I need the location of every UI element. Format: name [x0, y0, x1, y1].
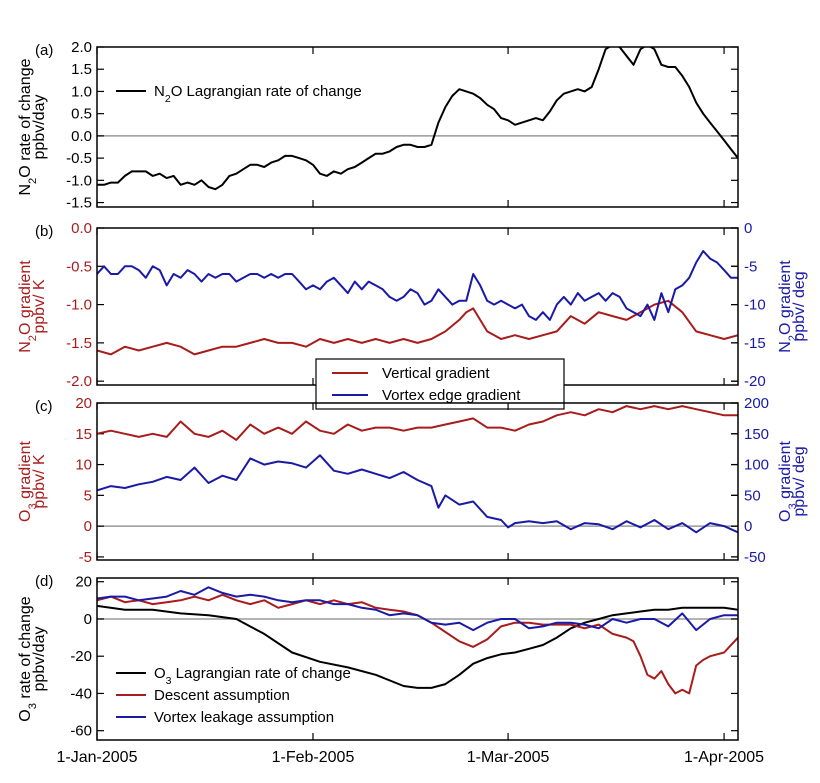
y-right-axis-title: N2O gradient: [777, 260, 799, 353]
series-line-descent-assumption: [97, 593, 738, 695]
y-tick-label: 20: [75, 395, 92, 412]
legend-label: Vortex edge gradient: [382, 387, 521, 404]
y-tick-label: 0.0: [71, 220, 92, 237]
legend-box: [315, 358, 565, 410]
y-tick-label: 1.0: [71, 83, 92, 100]
y-right-tick-label: -20: [744, 373, 766, 390]
y-tick-label: -0.5: [66, 258, 92, 275]
y-right-tick-label: 150: [744, 426, 769, 443]
legend-label: Descent assumption: [154, 687, 290, 704]
series-line-o3-lagrangian-rate-of-change: [97, 604, 738, 689]
y-tick-label: 20: [75, 574, 92, 591]
y-tick-label: -5: [79, 549, 92, 566]
legend-label: Vortex leakage assumption: [154, 709, 334, 726]
y-tick-label: -1.0: [66, 297, 92, 314]
y-right-tick-label: 50: [744, 487, 761, 504]
y-tick-label: -60: [70, 723, 92, 740]
y-axis-title: N2O rate of change: [17, 58, 39, 195]
y-right-tick-label: -5: [744, 258, 757, 275]
legend-label: N2O Lagrangian rate of change: [154, 83, 362, 105]
y-tick-label: 1.5: [71, 61, 92, 78]
panel-label: (b): [35, 223, 53, 240]
series-line-n2o-lagrangian-rate-of-change: [97, 47, 738, 191]
y-axis-title-units: ppbv/ K: [31, 279, 48, 334]
y-axis-title: O3 rate of change: [17, 596, 39, 722]
y-tick-label: 0.0: [71, 128, 92, 145]
y-right-tick-label: -10: [744, 297, 766, 314]
legend-label: O3 Lagrangian rate of change: [154, 665, 351, 687]
y-axis-title-units: ppbv/day: [31, 95, 48, 160]
panel-a: 2.0 1.5 1.0 0.5 0.0 -0.5 -1.0 -1.5 (a)N2O rate o…: [17, 39, 739, 212]
y-tick-label: 5: [84, 487, 92, 504]
y-tick-label: 0.5: [71, 106, 92, 123]
series-line-vortex-edge-gradient: [97, 454, 738, 534]
x-tick-label: 1-Mar-2005: [467, 749, 550, 766]
y-tick-label: -2.0: [66, 373, 92, 390]
legend-label: Vertical gradient: [382, 365, 490, 382]
y-axis-title: N2O gradient: [17, 260, 39, 353]
series-line-vertical-gradient: [97, 405, 738, 441]
series-line-vortex-leakage-assumption: [97, 586, 738, 632]
y-right-tick-label: 0: [744, 518, 752, 535]
panel-label: (a): [35, 42, 53, 59]
y-tick-label: -20: [70, 648, 92, 665]
y-right-tick-label: -50: [744, 549, 766, 566]
y-axis-title-units: ppbv/ K: [31, 454, 48, 509]
y-right-axis-title: O3 gradient: [777, 440, 799, 522]
y-right-tick-label: -15: [744, 335, 766, 352]
y-right-tick-label: 0: [744, 220, 752, 237]
y-tick-label: -1.5: [66, 195, 92, 212]
plot-frame: [96, 402, 739, 561]
y-tick-label: -0.5: [66, 150, 92, 167]
y-axis-title-units: ppbv/day: [31, 627, 48, 692]
y-tick-label: -1.5: [66, 335, 92, 352]
y-axis-title: O3 gradient: [17, 440, 39, 522]
y-tick-label: -40: [70, 685, 92, 702]
panel-d: 20 0 -20 -40 -60 (d) O3 rate of changeppbv/day…: [17, 573, 739, 741]
plot-frame: [96, 46, 739, 208]
y-right-tick-label: 200: [744, 395, 769, 412]
series-line-vortex-edge-gradient: [97, 250, 738, 321]
x-tick-label: 1-Feb-2005: [272, 749, 355, 766]
panel-label: (d): [35, 573, 53, 590]
y-right-tick-label: 100: [744, 457, 769, 474]
x-tick-label: 1-Apr-2005: [684, 749, 764, 766]
plot-frame: [96, 577, 739, 741]
y-tick-label: 15: [75, 426, 92, 443]
x-tick-label: 1-Jan-2005: [57, 749, 138, 766]
y-tick-label: 0: [84, 518, 92, 535]
y-tick-label: 2.0: [71, 39, 92, 56]
y-tick-label: 10: [75, 457, 92, 474]
y-right-axis-title-units: ppbv/ deg: [791, 271, 808, 341]
y-tick-label: -1.0: [66, 172, 92, 189]
panel-label: (c): [35, 398, 53, 415]
y-tick-label: 0: [84, 611, 92, 628]
series-line-vertical-gradient: [97, 299, 738, 356]
y-right-axis-title-units: ppbv/ deg: [791, 446, 808, 516]
